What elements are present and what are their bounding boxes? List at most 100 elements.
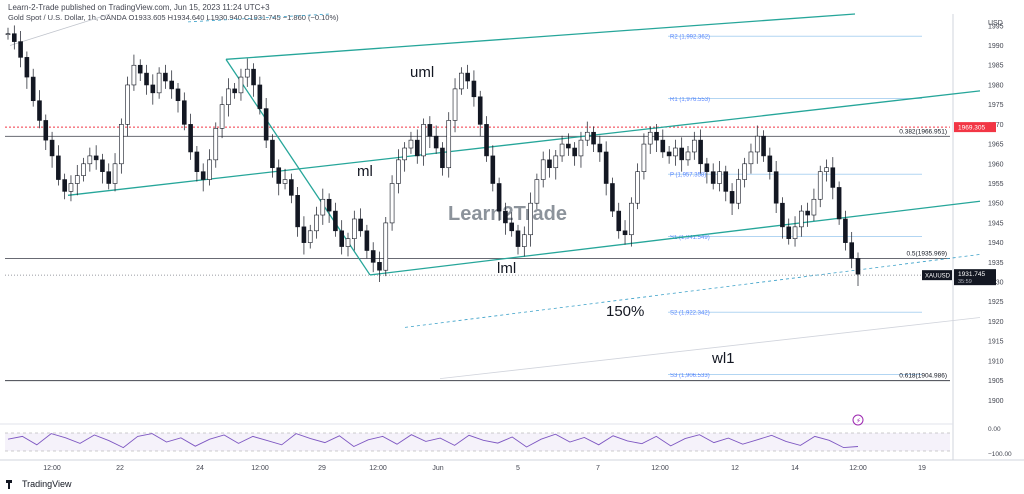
candle-body [244, 68, 250, 78]
candle-body [622, 230, 628, 236]
wl1-line [439, 317, 981, 380]
candle-body [289, 179, 294, 196]
candle-body [540, 159, 546, 180]
candle-body [156, 72, 162, 94]
candle-body [5, 33, 11, 36]
candle-body [761, 135, 766, 157]
x-tick-label: 12:00 [651, 465, 669, 472]
annotation-150pct: 150% [606, 303, 644, 320]
candle-body [207, 159, 212, 180]
countdown-text: 35:59 [958, 279, 972, 285]
x-tick-label: 12:00 [849, 465, 867, 472]
candle-body [685, 151, 691, 161]
candle-body [509, 222, 515, 232]
alert-price-tag [954, 122, 996, 133]
x-tick-label: 29 [318, 465, 326, 472]
candle-body [43, 120, 49, 141]
candle-body [584, 131, 590, 141]
candle-body [270, 139, 275, 169]
candle-body [742, 163, 747, 180]
candle-body [635, 171, 640, 204]
candle-body [37, 100, 42, 121]
candle-body [666, 151, 672, 157]
pivot-label: R1 (1,976.553) [670, 97, 710, 103]
annotation-ml: ml [357, 163, 373, 180]
candle-body [144, 72, 149, 86]
pivot-label: S3 (1,906.533) [670, 373, 710, 379]
candle-body [131, 64, 137, 86]
ohlc-line: Gold Spot / U.S. Dollar, 1h, OANDA O1933… [8, 13, 339, 22]
candle-body [11, 33, 17, 42]
candle-body [276, 167, 282, 184]
candle-body [427, 124, 433, 137]
candle-body [521, 234, 527, 247]
pivot-label: P (1,957.358) [670, 173, 706, 179]
candle-body [603, 151, 609, 184]
annotation-uml: uml [410, 64, 434, 81]
candle-body [836, 187, 842, 220]
y-tick-label: 1910 [988, 358, 1004, 365]
candle-body [729, 191, 735, 204]
pivot-label: R2 (1,992.362) [670, 35, 710, 41]
uml-line [225, 13, 856, 60]
candle-body [194, 151, 200, 172]
tradingview-logo[interactable]: TradingView [6, 479, 72, 489]
symbol-tag [922, 270, 952, 281]
x-tick-label: 12:00 [43, 465, 61, 472]
candle-body [213, 128, 219, 161]
candle-body [30, 76, 36, 102]
y-tick-label: 1905 [988, 378, 1004, 385]
candle-body [597, 143, 603, 153]
candle-body [175, 88, 181, 102]
x-tick-label: 14 [791, 465, 799, 472]
candle-body [163, 72, 168, 82]
y-tick-label: 1995 [988, 23, 1004, 30]
candle-body [263, 108, 269, 141]
candle-body [710, 171, 716, 184]
candle-body [169, 80, 175, 90]
candle-body [490, 155, 496, 184]
candle-body [56, 155, 61, 180]
candle-body [452, 88, 458, 121]
candle-body [465, 72, 470, 82]
y-tick-label: 1900 [988, 398, 1004, 405]
fib-level-label: 0.618(1904.986) [899, 373, 947, 380]
candle-body [528, 202, 533, 236]
candle-body [49, 139, 55, 157]
candle-body [93, 155, 99, 161]
candle-body [74, 175, 80, 184]
candle-body [754, 135, 760, 153]
candle-body [641, 143, 647, 172]
chart-footer: TradingView [0, 476, 1024, 494]
x-tick-label: 19 [918, 465, 926, 472]
candle-body [18, 41, 23, 58]
candle-body [824, 167, 829, 172]
candle-body [786, 226, 792, 239]
candle-body [301, 226, 307, 243]
annotation-wl1: wl1 [711, 350, 735, 367]
y-tick-label: 1985 [988, 63, 1004, 70]
x-tick-label: 22 [116, 465, 124, 472]
annotation-lml: lml [497, 260, 516, 277]
candle-body [496, 183, 502, 212]
y-tick-label: 1965 [988, 142, 1004, 149]
candle-body [232, 88, 237, 94]
x-tick-label: 24 [196, 465, 204, 472]
candle-body [691, 139, 697, 153]
x-tick-label: 12 [731, 465, 739, 472]
candle-body [534, 179, 540, 204]
y-tick-label: 1925 [988, 299, 1004, 306]
candle-body [736, 179, 741, 204]
candle-body [629, 202, 634, 236]
candle-body [389, 183, 395, 224]
candle-body [503, 210, 508, 224]
candle-body [446, 120, 452, 169]
candle-body [351, 218, 357, 239]
candle-body [773, 171, 779, 204]
candle-body [125, 84, 130, 125]
candle-body [591, 131, 596, 145]
candle-body [345, 238, 351, 247]
candle-body [68, 183, 74, 192]
